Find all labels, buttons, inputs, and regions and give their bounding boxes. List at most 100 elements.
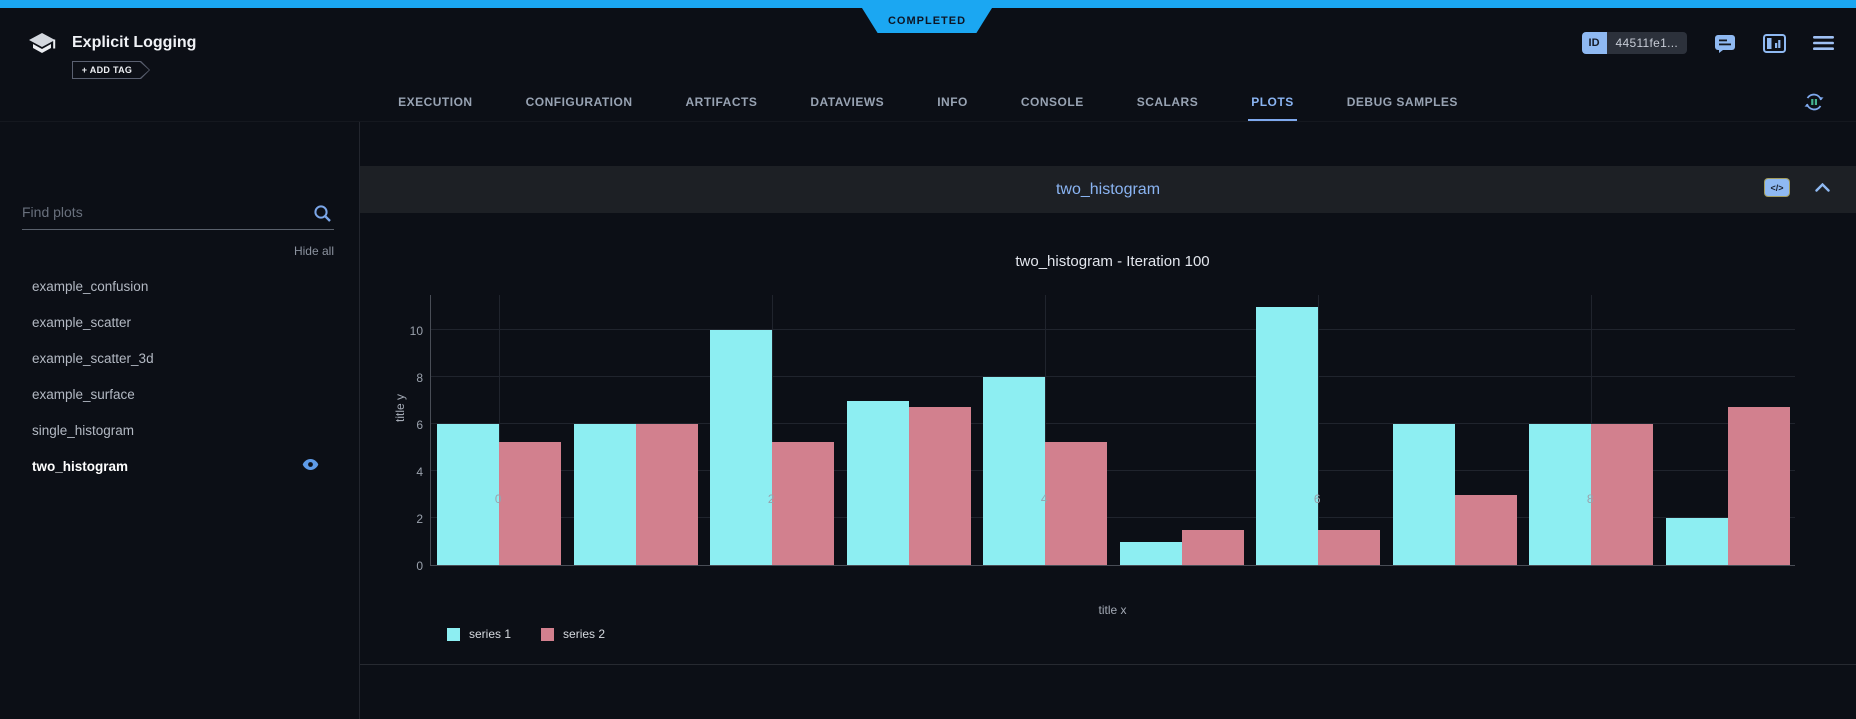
plot-list: example_confusion example_scatter example_… xyxy=(0,268,359,484)
search-input[interactable] xyxy=(22,198,306,220)
bar-series-1-x8 xyxy=(1529,424,1592,565)
app-logo-icon xyxy=(29,33,56,53)
tab-artifacts[interactable]: ARTIFACTS xyxy=(685,95,758,109)
add-tag-button[interactable]: + ADD TAG xyxy=(72,61,150,79)
menu-icon[interactable] xyxy=(1813,35,1834,51)
bar-series-1-x5 xyxy=(1119,541,1182,565)
status-badge: COMPLETED xyxy=(862,8,992,33)
bar-series-2-x2 xyxy=(772,441,835,565)
tab-execution[interactable]: EXECUTION xyxy=(398,95,473,109)
y-tick-label: 6 xyxy=(416,418,423,433)
bar-series-1-x1 xyxy=(573,424,636,565)
plot-name: example_surface xyxy=(32,386,135,402)
bar-series-2-x9 xyxy=(1727,406,1790,565)
gridline xyxy=(1318,295,1320,565)
bar-series-2-x8 xyxy=(1591,424,1654,565)
legend-label: series 1 xyxy=(469,627,512,641)
bar-series-1-x7 xyxy=(1392,424,1455,565)
y-tick-label: 0 xyxy=(416,559,423,573)
legend-label: series 2 xyxy=(563,627,606,641)
chart-legend: series 1 series 2 xyxy=(447,627,605,641)
eye-icon[interactable] xyxy=(302,458,319,471)
hide-all-link[interactable]: Hide all xyxy=(293,244,334,258)
gridline xyxy=(499,295,501,565)
status-bar xyxy=(0,0,1856,8)
status-label: COMPLETED xyxy=(887,14,967,27)
tab-dataviews[interactable]: DATAVIEWS xyxy=(810,95,885,109)
tab-plots[interactable]: PLOTS xyxy=(1248,86,1297,121)
sidebar-item-two_histogram[interactable]: two_histogram xyxy=(0,448,359,484)
x-tick-label: 4 xyxy=(1040,492,1048,506)
legend-swatch xyxy=(447,627,460,641)
bar-series-1-x4 xyxy=(983,377,1046,565)
embed-code-icon[interactable]: </> xyxy=(1765,179,1789,196)
comments-icon[interactable] xyxy=(1714,34,1736,53)
gridline xyxy=(1045,295,1047,565)
plot-widget-title: two_histogram xyxy=(1055,180,1161,198)
bar-series-1-x3 xyxy=(846,400,909,565)
gridline xyxy=(431,517,1795,519)
sidebar-item-example_confusion[interactable]: example_confusion xyxy=(0,268,359,304)
app-header: Explicit Logging + ADD TAG ID 44511fe1..… xyxy=(0,8,1856,88)
chart-title: two_histogram - Iteration 100 xyxy=(1015,253,1210,270)
tab-debug-samples[interactable]: DEBUG SAMPLES xyxy=(1346,95,1458,109)
sidebar-item-example_surface[interactable]: example_surface xyxy=(0,376,359,412)
gridline xyxy=(431,470,1795,472)
tab-bar: EXECUTION CONFIGURATION ARTIFACTS DATAVIEWS… xyxy=(0,88,1856,122)
tab-info[interactable]: INFO xyxy=(937,95,968,109)
bar-series-1-x0 xyxy=(437,424,500,565)
x-tick-label: 6 xyxy=(1313,492,1321,506)
id-badge[interactable]: ID 44511fe1... xyxy=(1581,32,1687,54)
tab-scalars[interactable]: SCALARS xyxy=(1136,95,1199,109)
tab-configuration[interactable]: CONFIGURATION xyxy=(525,95,633,109)
x-tick-label: 2 xyxy=(767,492,775,506)
bar-series-2-x0 xyxy=(499,441,562,565)
search-icon[interactable] xyxy=(313,204,332,223)
x-axis-title: title x xyxy=(1098,603,1127,617)
y-tick-label: 8 xyxy=(416,371,423,386)
y-tick-label: 4 xyxy=(416,465,423,480)
x-tick-label: 8 xyxy=(1586,492,1594,506)
gridline xyxy=(772,295,774,565)
plot-widget-header: two_histogram </> xyxy=(360,166,1856,213)
content-area: Hide all example_confusion example_scatte… xyxy=(0,122,1856,719)
legend-item-series-1[interactable]: series 1 xyxy=(447,627,511,641)
plot-name: example_confusion xyxy=(32,278,149,294)
auto-refresh-button[interactable] xyxy=(1802,90,1826,119)
bar-series-2-x3 xyxy=(908,406,971,565)
plot-name: single_histogram xyxy=(32,422,135,438)
sidebar-item-example_scatter[interactable]: example_scatter xyxy=(0,304,359,340)
bar-series-1-x9 xyxy=(1665,518,1728,565)
details-panel-icon[interactable] xyxy=(1763,33,1786,53)
search-field xyxy=(22,198,334,230)
collapse-icon[interactable] xyxy=(1815,183,1830,192)
add-tag-fill xyxy=(73,62,149,78)
sidebar-item-single_histogram[interactable]: single_histogram xyxy=(0,412,359,448)
legend-swatch xyxy=(541,627,555,641)
bar-series-1-x6 xyxy=(1256,306,1319,565)
plot-name: example_scatter xyxy=(32,314,132,330)
gridline xyxy=(431,423,1795,425)
gridline xyxy=(431,376,1795,378)
id-badge-key: ID xyxy=(1581,32,1607,54)
plots-panel: two_histogram </> two_histogram - Iterat… xyxy=(360,122,1856,719)
auto-refresh-icon xyxy=(1804,93,1824,111)
bar-series-2-x7 xyxy=(1454,494,1517,565)
bar-series-2-x4 xyxy=(1045,441,1108,565)
plot-name: two_histogram xyxy=(32,458,129,474)
plots-sidebar: Hide all example_confusion example_scatte… xyxy=(0,122,360,719)
gridline xyxy=(431,329,1795,331)
y-tick-label: 2 xyxy=(416,512,423,527)
legend-item-series-2[interactable]: series 2 xyxy=(541,627,605,641)
sidebar-item-example_scatter_3d[interactable]: example_scatter_3d xyxy=(0,340,359,376)
page-title: Explicit Logging xyxy=(72,34,197,51)
add-tag-label: + ADD TAG xyxy=(81,65,133,75)
bar-series-1-x2 xyxy=(710,330,773,565)
header-actions: ID 44511fe1... xyxy=(1581,32,1834,54)
bar-series-2-x6 xyxy=(1318,529,1381,565)
plot-area[interactable]: 0 2 4 6 8 10 xyxy=(410,295,1795,573)
bar-series-2-x1 xyxy=(635,424,698,565)
tab-console[interactable]: CONSOLE xyxy=(1020,95,1084,109)
